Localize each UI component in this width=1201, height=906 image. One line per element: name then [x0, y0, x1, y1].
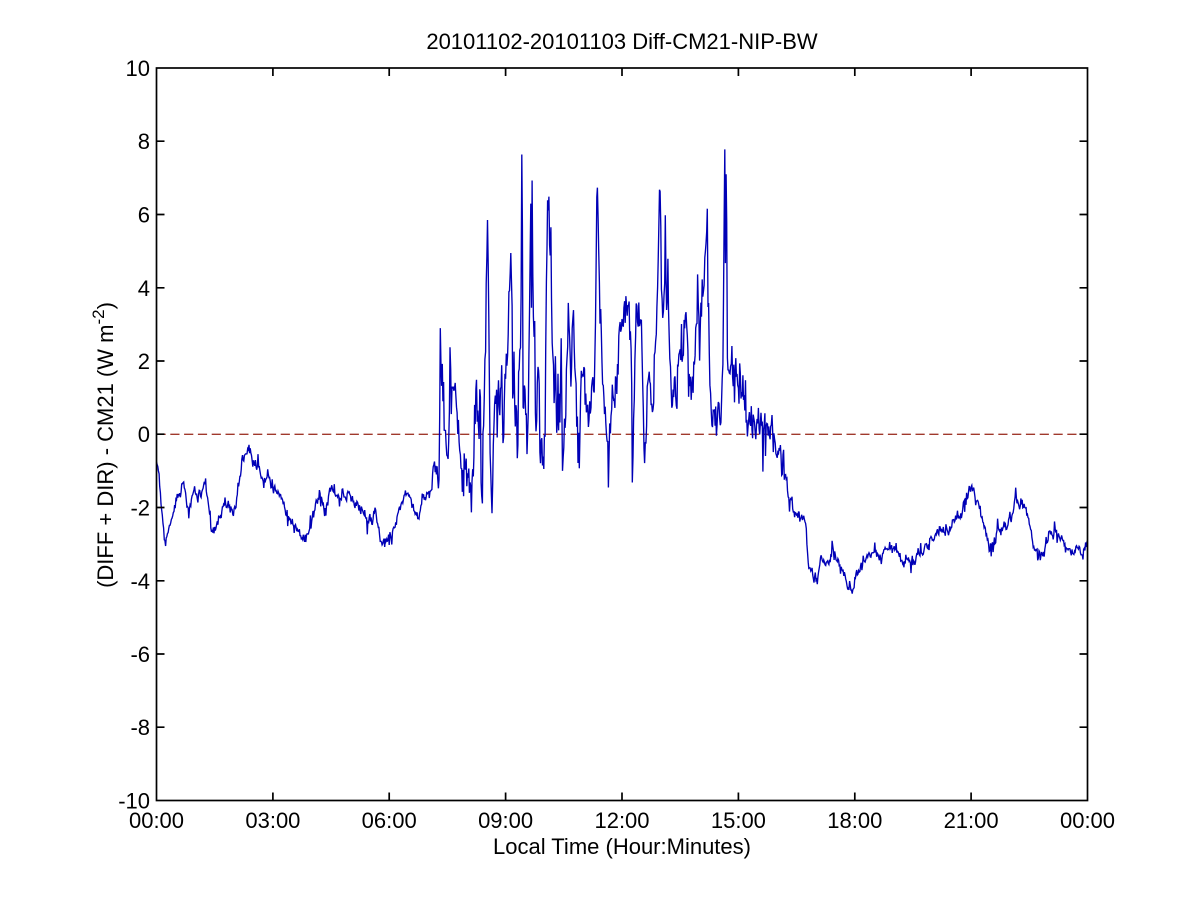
svg-text:(DIFF + DIR) - CM21 (W m-2): (DIFF + DIR) - CM21 (W m-2) [89, 302, 118, 588]
svg-text:4: 4 [138, 276, 150, 301]
svg-text:2: 2 [138, 349, 150, 374]
svg-text:12:00: 12:00 [594, 808, 649, 833]
svg-text:00:00: 00:00 [129, 808, 184, 833]
svg-text:15:00: 15:00 [711, 808, 766, 833]
svg-text:-2: -2 [130, 496, 150, 521]
svg-text:-10: -10 [118, 789, 150, 814]
svg-text:0: 0 [138, 422, 150, 447]
svg-text:Local Time (Hour:Minutes): Local Time (Hour:Minutes) [493, 834, 751, 859]
svg-text:18:00: 18:00 [827, 808, 882, 833]
svg-text:6: 6 [138, 203, 150, 228]
svg-text:09:00: 09:00 [478, 808, 533, 833]
svg-text:8: 8 [138, 129, 150, 154]
svg-text:03:00: 03:00 [245, 808, 300, 833]
svg-text:00:00: 00:00 [1060, 808, 1115, 833]
svg-text:20101102-20101103 Diff-CM21-NI: 20101102-20101103 Diff-CM21-NIP-BW [426, 29, 818, 54]
svg-text:10: 10 [126, 56, 150, 81]
svg-text:-4: -4 [130, 569, 150, 594]
svg-text:-6: -6 [130, 642, 150, 667]
svg-text:-8: -8 [130, 715, 150, 740]
svg-text:21:00: 21:00 [944, 808, 999, 833]
svg-text:06:00: 06:00 [362, 808, 417, 833]
